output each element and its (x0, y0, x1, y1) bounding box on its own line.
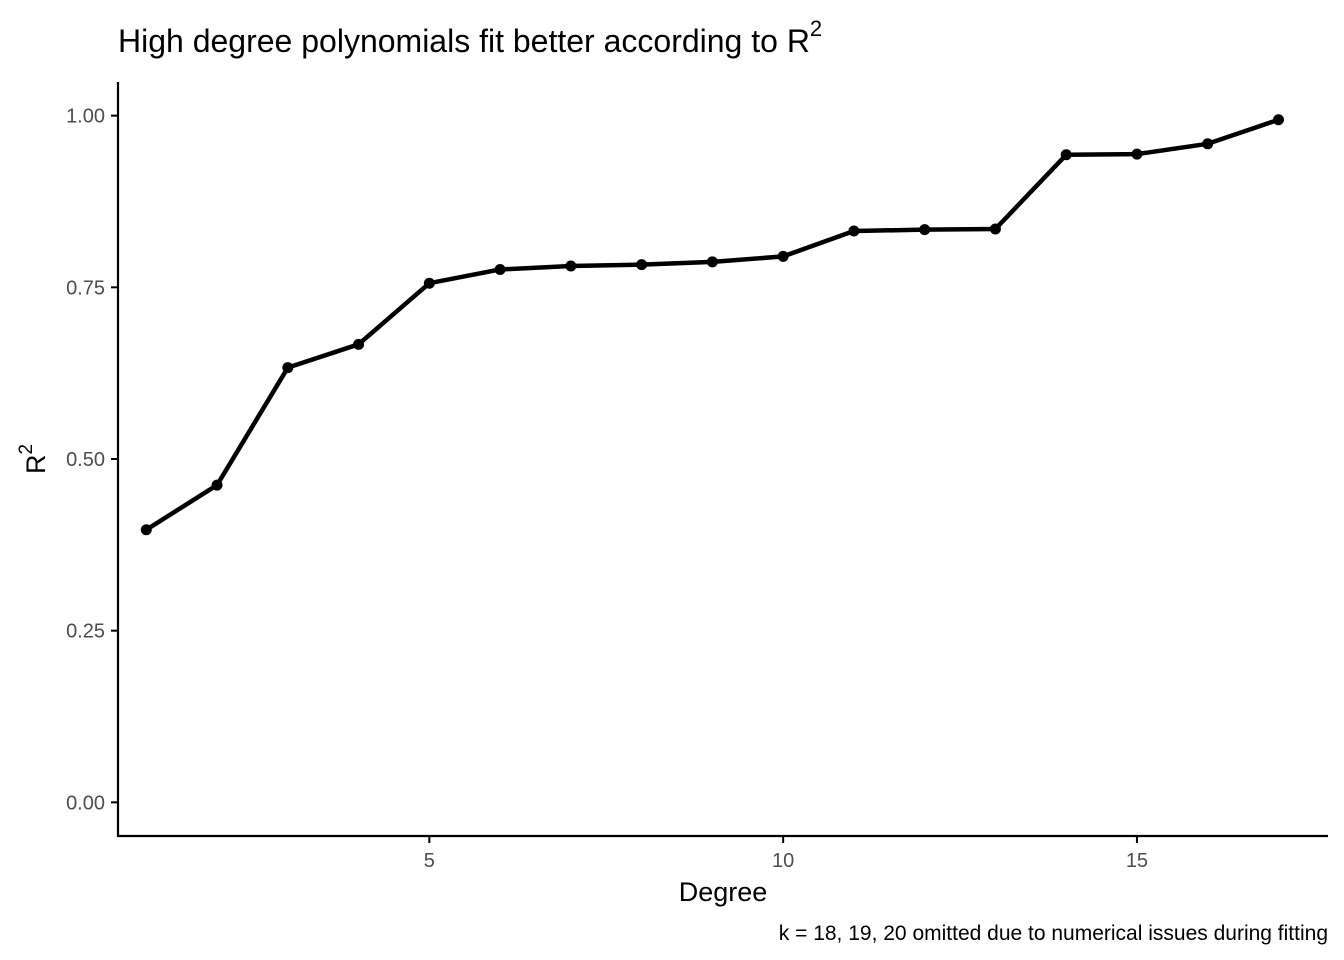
chart-title-superscript: 2 (810, 16, 822, 41)
y-tick-label: 1.00 (66, 106, 105, 128)
data-point (989, 223, 1001, 235)
y-tick-label: 0.25 (66, 621, 105, 643)
data-point (211, 479, 223, 491)
series-line (145, 117, 1280, 532)
y-axis-ticks: 0.00 0.25 0.50 0.75 1.00 (66, 106, 118, 814)
data-point (140, 524, 152, 536)
y-tick-label: 0.75 (66, 277, 105, 299)
chart-title-text: High degree polynomials fit better accor… (118, 23, 810, 59)
y-axis-title-superscript: 2 (16, 444, 37, 455)
y-axis-title: R2 (16, 444, 51, 474)
data-point (494, 263, 506, 275)
series-group (140, 114, 1284, 536)
chart-caption: k = 18, 19, 20 omitted due to numerical … (779, 922, 1328, 945)
data-point (1131, 148, 1143, 160)
data-point (777, 250, 789, 262)
x-tick-label: 10 (772, 850, 794, 872)
data-point (636, 259, 648, 271)
x-tick-label: 15 (1126, 850, 1148, 872)
data-point (353, 338, 365, 350)
y-tick-label: 0.00 (66, 792, 105, 814)
data-point (1202, 138, 1214, 150)
y-tick-label: 0.50 (66, 449, 105, 471)
data-point (282, 362, 294, 374)
data-point (423, 277, 435, 289)
y-axis-title-text: R (21, 455, 51, 475)
data-point (919, 224, 931, 236)
x-axis-title: Degree (679, 877, 768, 907)
data-point (1060, 149, 1072, 161)
x-axis-ticks: 5 10 15 (424, 836, 1148, 872)
chart-title: High degree polynomials fit better accor… (118, 16, 822, 59)
data-point (706, 256, 718, 268)
data-point (565, 260, 577, 272)
data-point (848, 225, 860, 237)
data-point (1272, 114, 1284, 126)
x-tick-label: 5 (424, 850, 435, 872)
